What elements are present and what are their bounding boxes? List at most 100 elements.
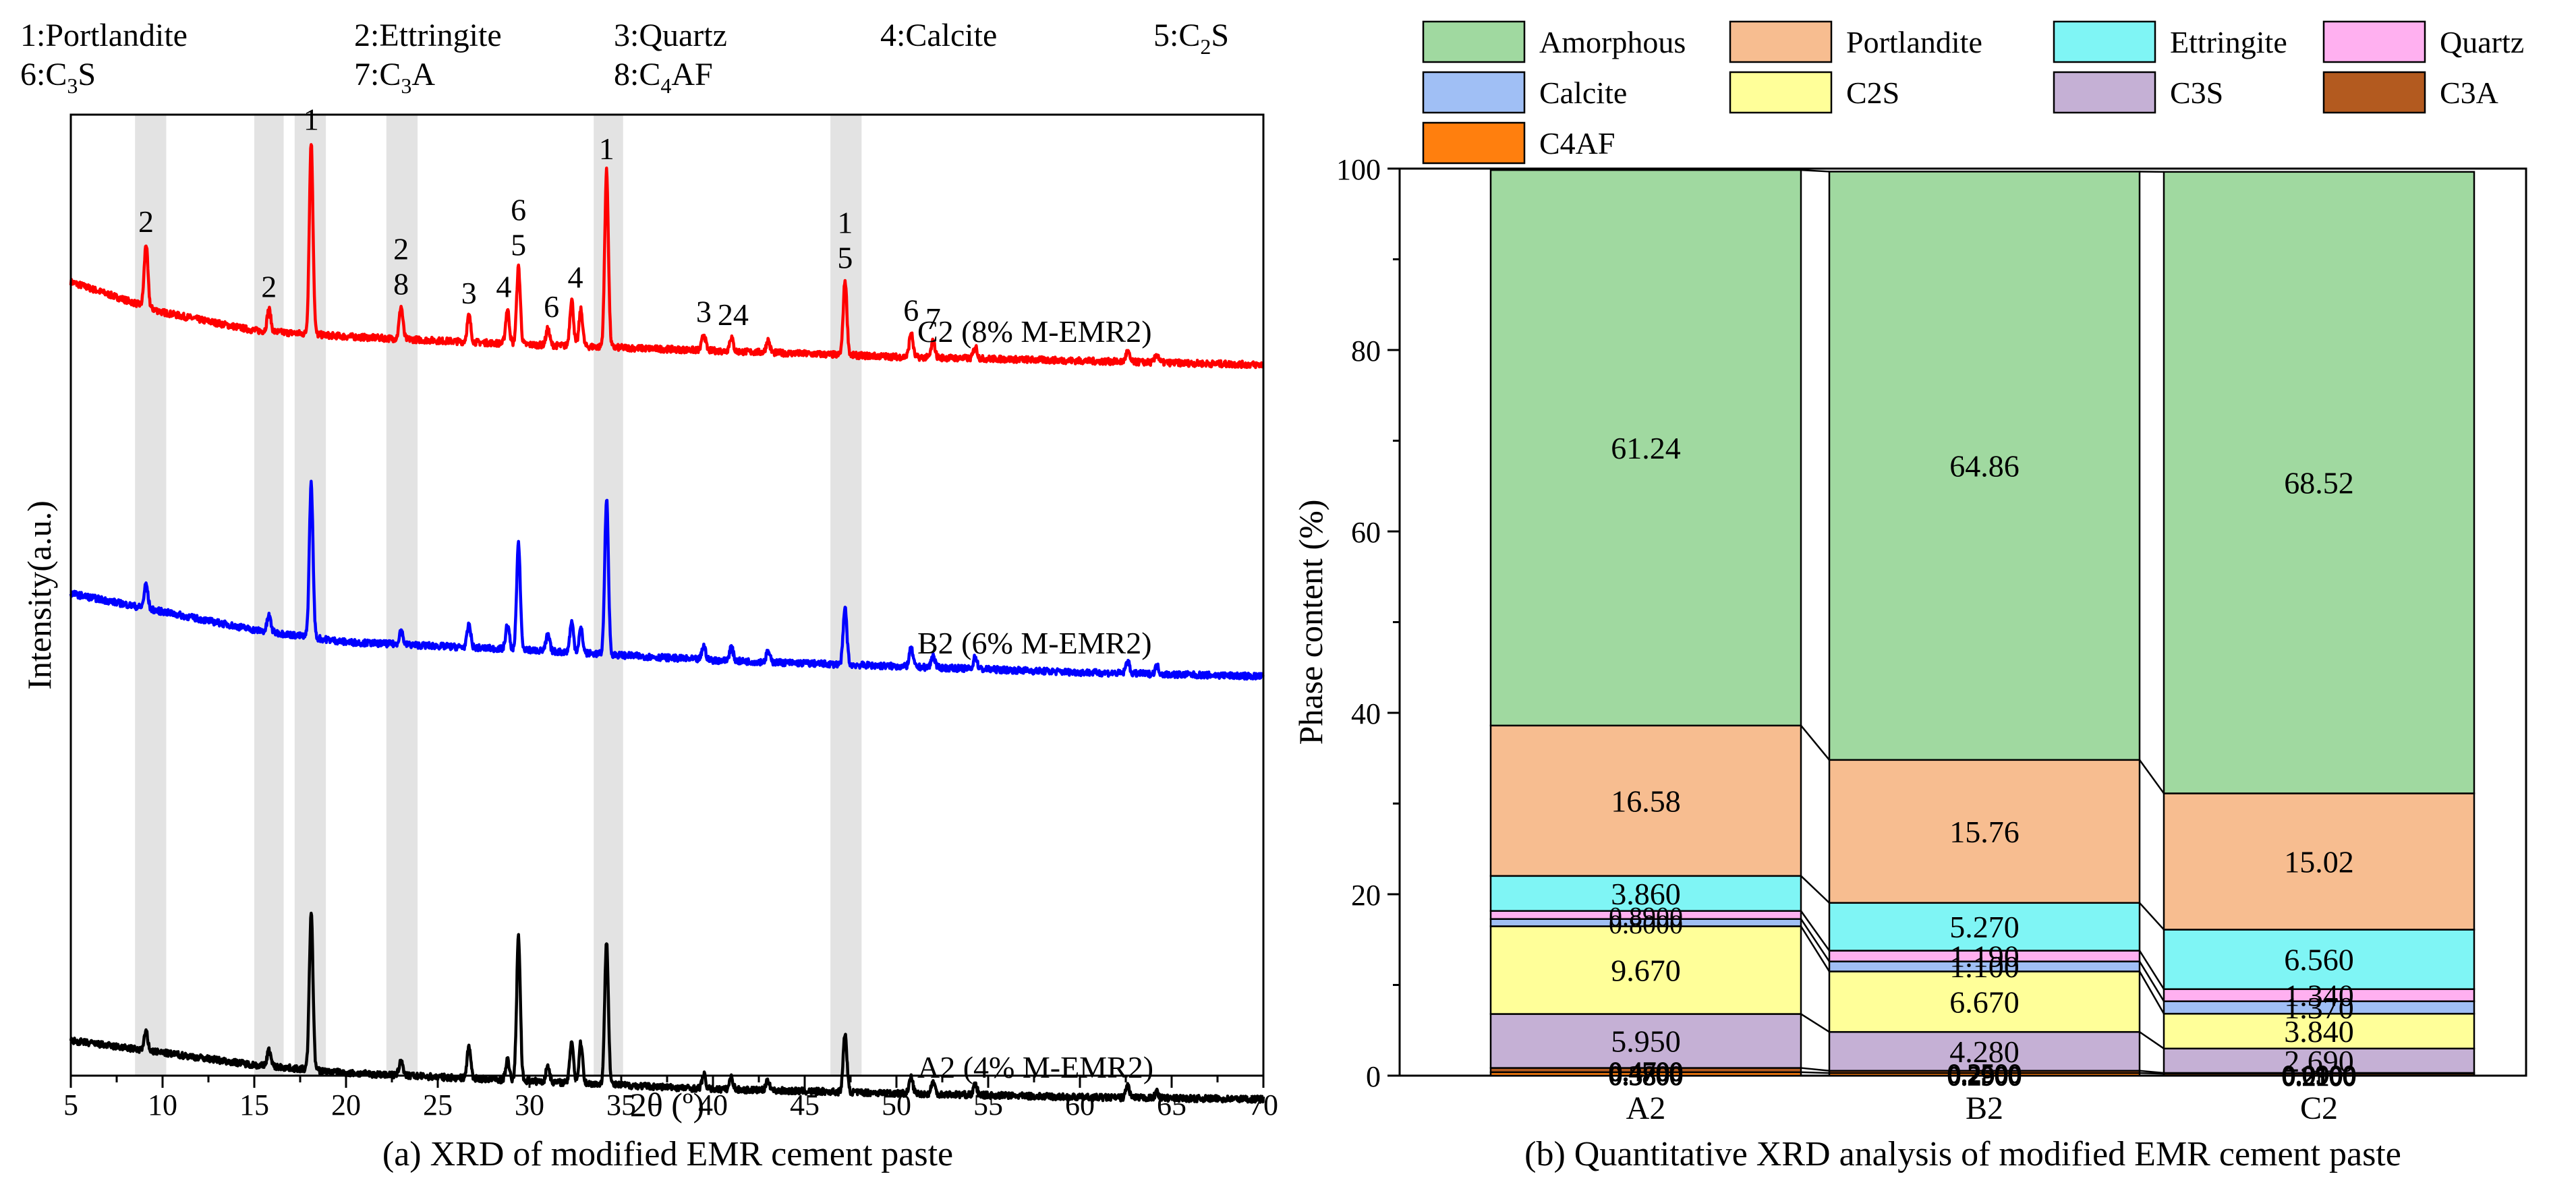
legend-swatch-Ettringite [2053, 20, 2156, 63]
legend-swatch-C3S [2053, 71, 2156, 114]
bar-value-label: 5.270 [1949, 910, 2020, 944]
stack-connector [2138, 970, 2165, 1014]
bar-value-label: 16.58 [1611, 784, 1681, 818]
x-axis-title: 2θ (º) [630, 1086, 704, 1124]
peak-label: 6 [511, 192, 526, 227]
bar-value-label: 15.02 [2284, 844, 2354, 879]
y-tick-label: 20 [1351, 879, 1381, 912]
phase-key-sub: 3 [401, 74, 411, 98]
phase-key: 6:C3S [20, 57, 96, 98]
bar-segment-C3S [1489, 1013, 1802, 1069]
bar-value-label: 1.190 [1949, 939, 2020, 974]
phase-key-text: 2:Ettringite [354, 18, 502, 53]
stack-connector [1800, 919, 1831, 962]
x-tick-label: 5 [63, 1088, 78, 1122]
phase-key: 8:C4AF [614, 57, 713, 98]
peak-label: 6 [903, 293, 919, 327]
stack-connector [1800, 875, 1830, 904]
x-tick-label: 50 [882, 1088, 911, 1122]
stack-connector [2139, 902, 2165, 931]
series-label: A2 (4% M-EMR2) [917, 1050, 1153, 1084]
bar-value-label: 2.690 [2284, 1044, 2354, 1078]
peak-label: 7 [925, 301, 941, 336]
stack-connector [2139, 1072, 2165, 1075]
peak-label: 5 [837, 240, 853, 274]
legend-label: Calcite [1539, 76, 1627, 110]
bar-value-label: 15.76 [1949, 815, 2020, 849]
x-tick-label: 25 [423, 1088, 453, 1122]
bar-value-label: 64.86 [1949, 449, 2020, 484]
category-label: B2 [1966, 1090, 2003, 1126]
phase-key-tail: S [1211, 18, 1229, 53]
legend-swatch-C2S [1729, 71, 1833, 114]
legend-swatch-Amorphous [1422, 20, 1526, 63]
legend-label: C3S [2170, 76, 2223, 110]
y-tick-label: 100 [1336, 153, 1381, 186]
phase-key-sub: 4 [660, 74, 671, 98]
y-axis-title: Intensity(a.u.) [20, 500, 58, 689]
x-tick-label: 15 [239, 1088, 269, 1122]
stack-connector [1800, 925, 1831, 972]
legend-label: C4AF [1539, 126, 1615, 161]
y-tick-label: 40 [1351, 697, 1381, 730]
caption-b: (b) Quantitative XRD analysis of modifie… [1524, 1135, 2401, 1173]
xrd-line-A2 [69, 911, 1265, 1104]
legend-label: C3A [2440, 76, 2498, 110]
bar-segment-Ettringite [1489, 875, 1802, 912]
x-tick-label: 55 [973, 1088, 1003, 1122]
phase-key-text: 6:C [20, 57, 67, 92]
x-tick-label: 20 [331, 1088, 361, 1122]
phase-key: 4:Calcite [880, 18, 997, 53]
phase-key: 7:C3A [354, 57, 435, 98]
highlight-band [135, 115, 167, 1076]
legend-swatch-Calcite [1422, 71, 1526, 114]
series-label: B2 (6% M-EMR2) [917, 626, 1152, 660]
x-tick-label: 45 [790, 1088, 820, 1122]
phase-key-tail: AF [671, 57, 712, 92]
xrd-panel: C2 (8% M-EMR2) B2 (6% M-EMR2) A2 (4% M-EMR… [20, 18, 1278, 1173]
legend-swatch-C3A [2322, 71, 2426, 114]
bar-segment-Amorphous [1828, 171, 2141, 761]
peak-label: 2 [138, 204, 154, 239]
legend-label: C2S [1846, 76, 1899, 110]
phase-key-tail: S [78, 57, 96, 92]
phase-key-text: 4:Calcite [880, 18, 997, 53]
highlight-band [254, 115, 284, 1076]
x-tick-label: 30 [515, 1088, 544, 1122]
highlight-band [386, 115, 418, 1076]
bar-value-label: 3.840 [2284, 1014, 2354, 1049]
caption-a: (a) XRD of modified EMR cement paste [382, 1135, 953, 1173]
stack-connector [1800, 1071, 1830, 1074]
phase-key-text: 1:Portlandite [20, 18, 188, 53]
bar-segment-C3S [2163, 1047, 2475, 1074]
peak-label: 2 [261, 269, 277, 303]
plot-frame [69, 113, 1265, 1077]
peak-label: 4 [568, 260, 583, 294]
peak-label: 4 [496, 269, 511, 303]
bar-segment-C2S [2163, 1012, 2475, 1050]
x-tick-label: 65 [1157, 1088, 1186, 1122]
peak-label: 3 [461, 276, 477, 310]
bar-segment-Portlandite [1828, 759, 2141, 904]
phase-key: 3:Quartz [614, 18, 727, 53]
stack-connector [2138, 961, 2165, 1002]
bar-value-label: 0.8000 [1609, 909, 1683, 939]
peak-label: 1 [304, 103, 319, 137]
category-label: A2 [1626, 1090, 1666, 1126]
bar-value-label: 0.0900 [2282, 1060, 2356, 1090]
bar-segment-Portlandite [1489, 724, 1802, 877]
bar-value-label: 5.950 [1611, 1024, 1681, 1059]
legend-swatch-Quartz [2322, 20, 2426, 63]
bar-value-label: 4.280 [1949, 1035, 2020, 1069]
bar-value-label: 61.24 [1611, 431, 1681, 465]
series-label: C2 (8% M-EMR2) [917, 314, 1152, 349]
bar-value-label: 6.560 [2284, 943, 2354, 977]
x-tick-label: 60 [1065, 1088, 1095, 1122]
x-tick-label: 40 [698, 1088, 728, 1122]
bar-segment-C3S [1828, 1030, 2141, 1072]
phase-key-sub: 2 [1200, 34, 1211, 59]
y-tick-label: 0 [1366, 1060, 1381, 1093]
bar-value-label: 1.100 [1949, 950, 2020, 984]
y-tick-label: 80 [1351, 334, 1381, 368]
